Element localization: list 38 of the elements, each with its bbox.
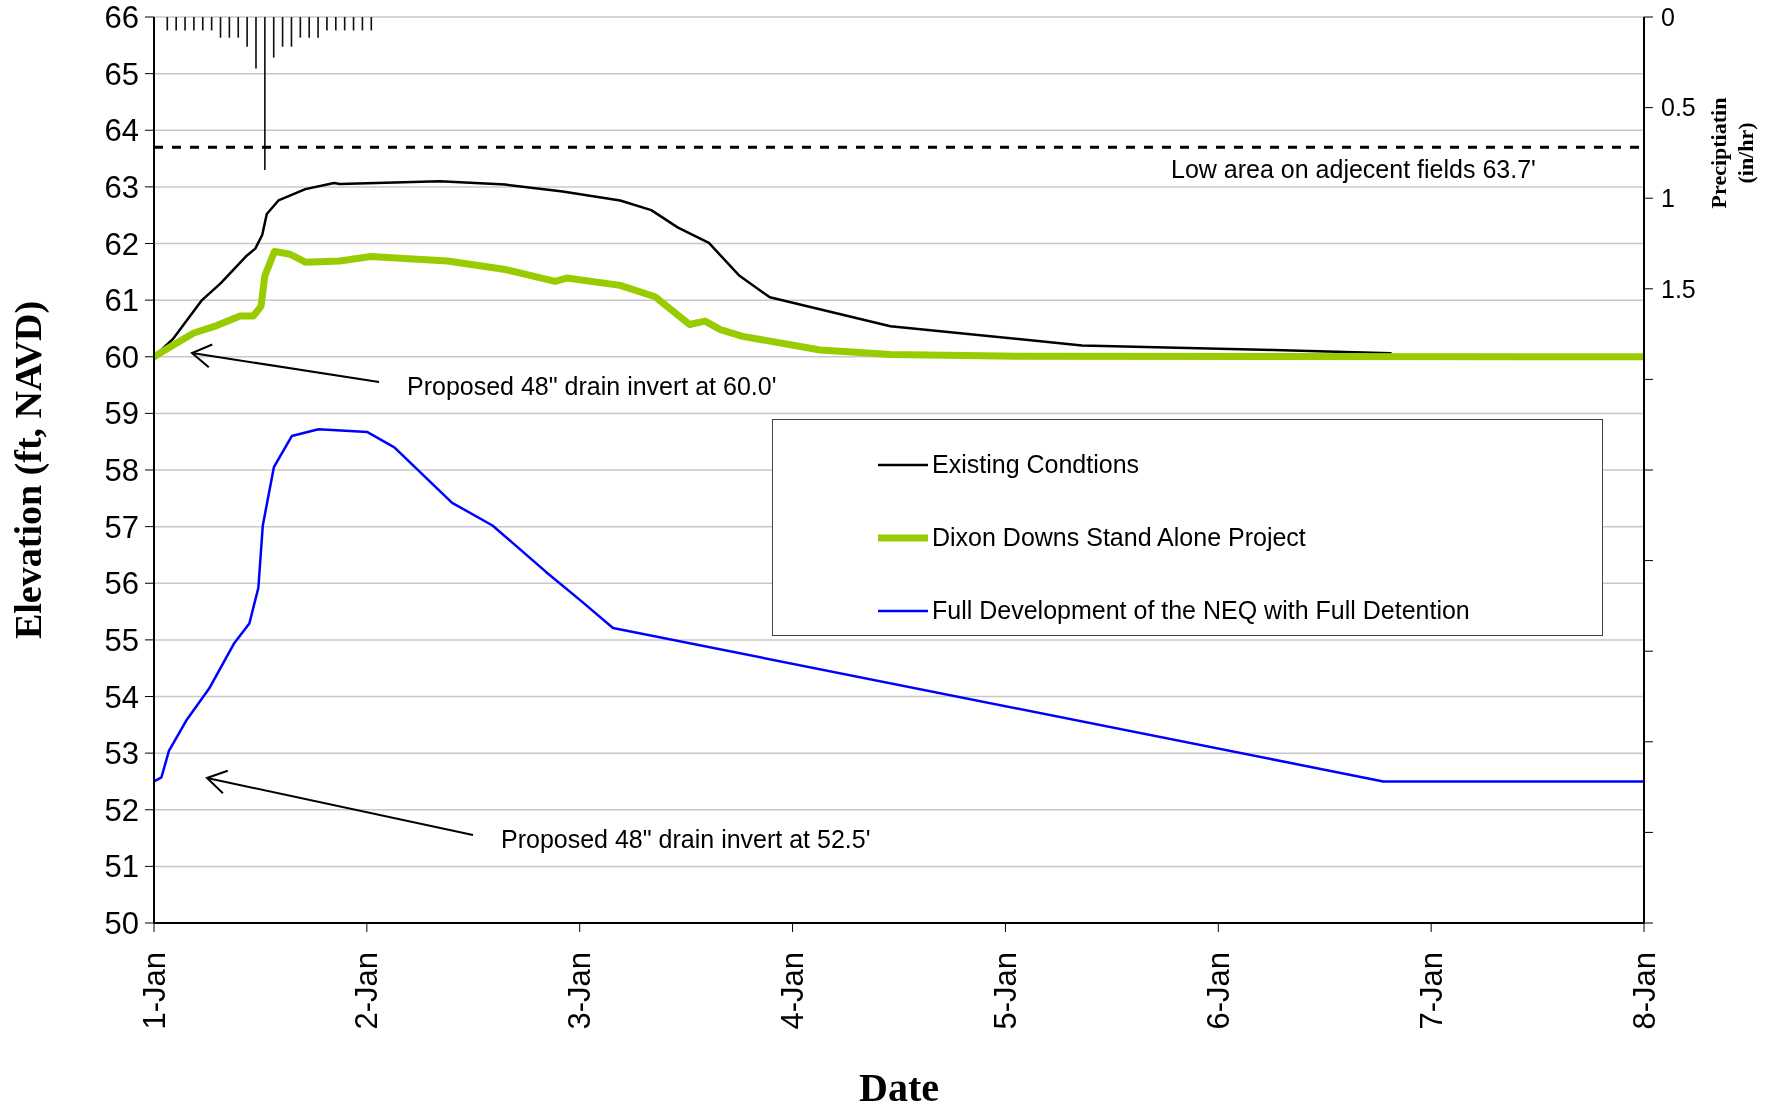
y-tick-label: 54 bbox=[104, 679, 139, 715]
legend-label: Existing Condtions bbox=[932, 450, 1140, 479]
y-tick-label: 53 bbox=[104, 736, 139, 772]
y2-tick-label: 0 bbox=[1661, 2, 1675, 31]
y-tick-label: 55 bbox=[104, 622, 139, 658]
y-axis-title: Elevation (ft, NAVD) bbox=[7, 300, 50, 640]
x-tick-label: 6-Jan bbox=[1200, 952, 1236, 1030]
y-tick-label: 52 bbox=[104, 792, 139, 828]
legend-label: Full Development of the NEQ with Full Detention bbox=[932, 596, 1470, 625]
x-tick-label: 3-Jan bbox=[562, 952, 598, 1030]
y-tick-label: 51 bbox=[104, 849, 139, 885]
x-tick-label: 1-Jan bbox=[136, 952, 172, 1030]
y-tick-label: 63 bbox=[104, 169, 139, 205]
x-tick-label: 4-Jan bbox=[775, 952, 811, 1030]
annotation: Proposed 48" drain invert at 60.0' bbox=[407, 372, 777, 400]
y-tick-label: 59 bbox=[104, 396, 139, 432]
legend-label: Dixon Downs Stand Alone Project bbox=[932, 523, 1306, 552]
annotation: Proposed 48" drain invert at 52.5' bbox=[501, 825, 871, 853]
y-tick-label: 65 bbox=[104, 56, 139, 92]
y-tick-label: 61 bbox=[104, 283, 139, 319]
y-tick-label: 62 bbox=[104, 226, 139, 262]
y-tick-label: 60 bbox=[104, 339, 139, 375]
y-tick-label: 57 bbox=[104, 509, 139, 545]
x-tick-label: 7-Jan bbox=[1413, 952, 1449, 1030]
y2-tick-label: 0.5 bbox=[1661, 93, 1696, 122]
y-tick-label: 64 bbox=[104, 113, 139, 149]
x-axis-title: Date bbox=[859, 1064, 939, 1107]
y2-tick-label: 1.5 bbox=[1661, 274, 1696, 303]
y-tick-label: 50 bbox=[104, 906, 139, 942]
ref-line-label: Low area on adjecent fields 63.7' bbox=[1171, 155, 1536, 184]
y2-axis-title: Preciptiatin (in/hr) bbox=[1706, 97, 1758, 209]
x-tick-label: 5-Jan bbox=[987, 952, 1023, 1030]
y-tick-label: 66 bbox=[104, 0, 139, 36]
x-tick-label: 2-Jan bbox=[349, 952, 385, 1030]
x-tick-label: 8-Jan bbox=[1626, 952, 1662, 1030]
y-tick-label: 56 bbox=[104, 566, 139, 602]
y2-tick-label: 1 bbox=[1661, 184, 1675, 213]
y-tick-label: 58 bbox=[104, 453, 139, 489]
